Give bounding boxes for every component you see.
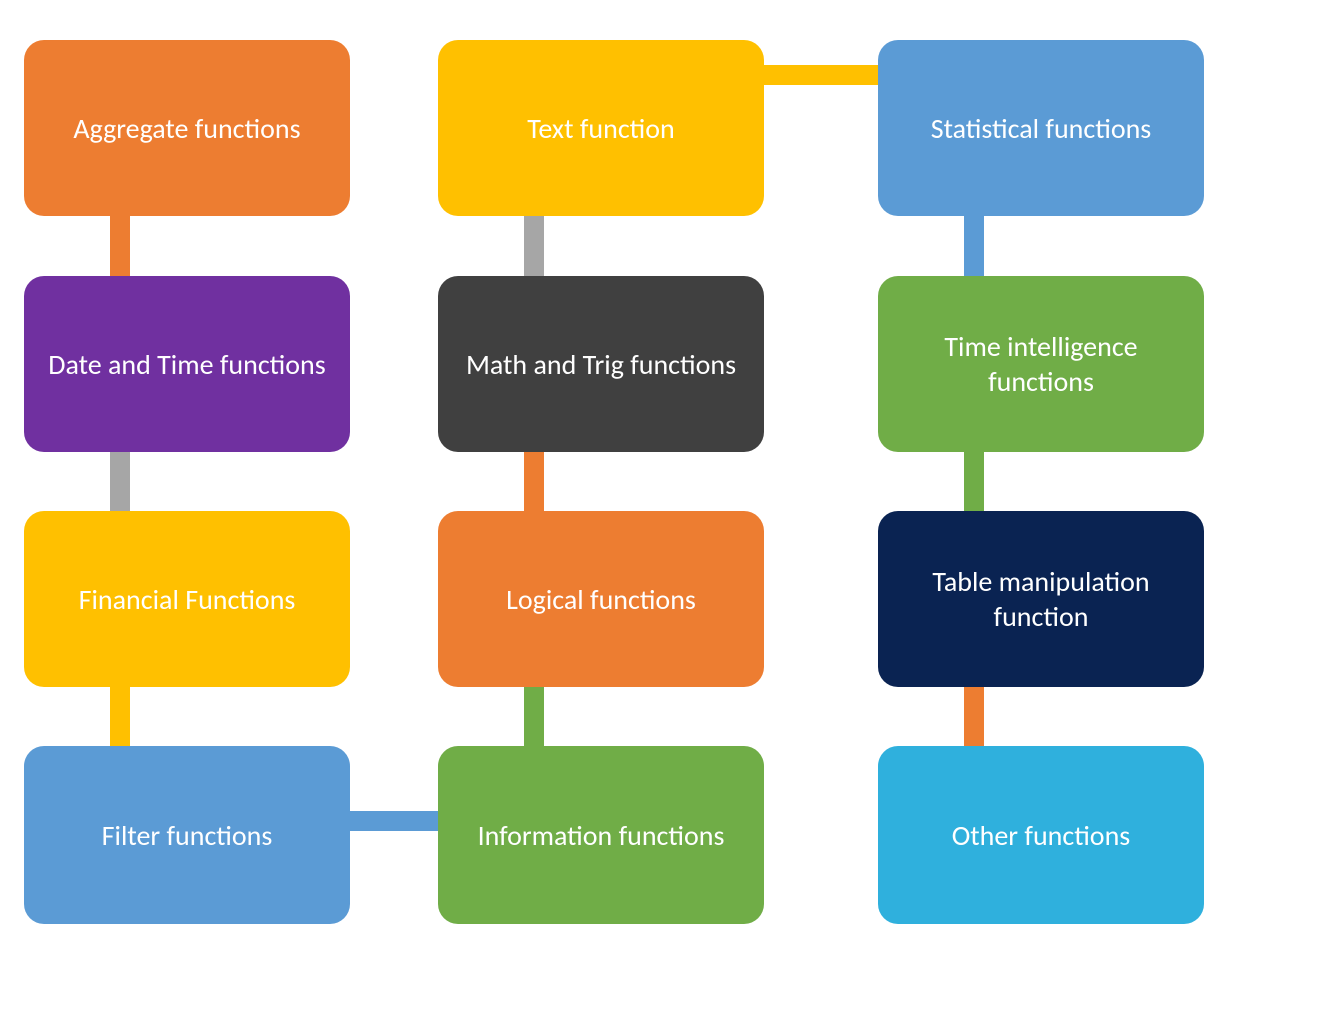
node-tablemanip: Table manipulation function: [878, 511, 1204, 687]
node-label: Statistical functions: [931, 111, 1152, 146]
node-label: Text function: [527, 111, 674, 146]
connector-filter-information: [350, 811, 438, 831]
connector-aggregate-datetime: [110, 216, 130, 276]
node-statistical: Statistical functions: [878, 40, 1204, 216]
node-label: Other functions: [952, 818, 1131, 853]
node-label: Information functions: [478, 818, 725, 853]
connector-logical-information: [524, 687, 544, 746]
node-logical: Logical functions: [438, 511, 764, 687]
function-categories-diagram: Aggregate functions Date and Time functio…: [0, 0, 1332, 1031]
node-label: Time intelligence functions: [896, 329, 1186, 399]
connector-datetime-financial: [110, 452, 130, 511]
connector-timeintel-tablemanip: [964, 452, 984, 511]
connector-text-mathtrig: [524, 216, 544, 276]
node-other: Other functions: [878, 746, 1204, 924]
node-information: Information functions: [438, 746, 764, 924]
connector-mathtrig-logical: [524, 452, 544, 511]
node-financial: Financial Functions: [24, 511, 350, 687]
connector-financial-filter: [110, 687, 130, 746]
node-label: Math and Trig functions: [466, 347, 736, 382]
node-label: Table manipulation function: [896, 564, 1186, 634]
connector-text-statistical: [764, 65, 878, 85]
node-label: Aggregate functions: [73, 111, 300, 146]
node-label: Logical functions: [506, 582, 696, 617]
node-label: Date and Time functions: [48, 347, 325, 382]
connector-statistical-timeintel: [964, 216, 984, 276]
node-timeintel: Time intelligence functions: [878, 276, 1204, 452]
node-datetime: Date and Time functions: [24, 276, 350, 452]
node-filter: Filter functions: [24, 746, 350, 924]
node-aggregate: Aggregate functions: [24, 40, 350, 216]
node-text: Text function: [438, 40, 764, 216]
connector-tablemanip-other: [964, 687, 984, 746]
node-mathtrig: Math and Trig functions: [438, 276, 764, 452]
node-label: Filter functions: [102, 818, 273, 853]
node-label: Financial Functions: [79, 582, 296, 617]
